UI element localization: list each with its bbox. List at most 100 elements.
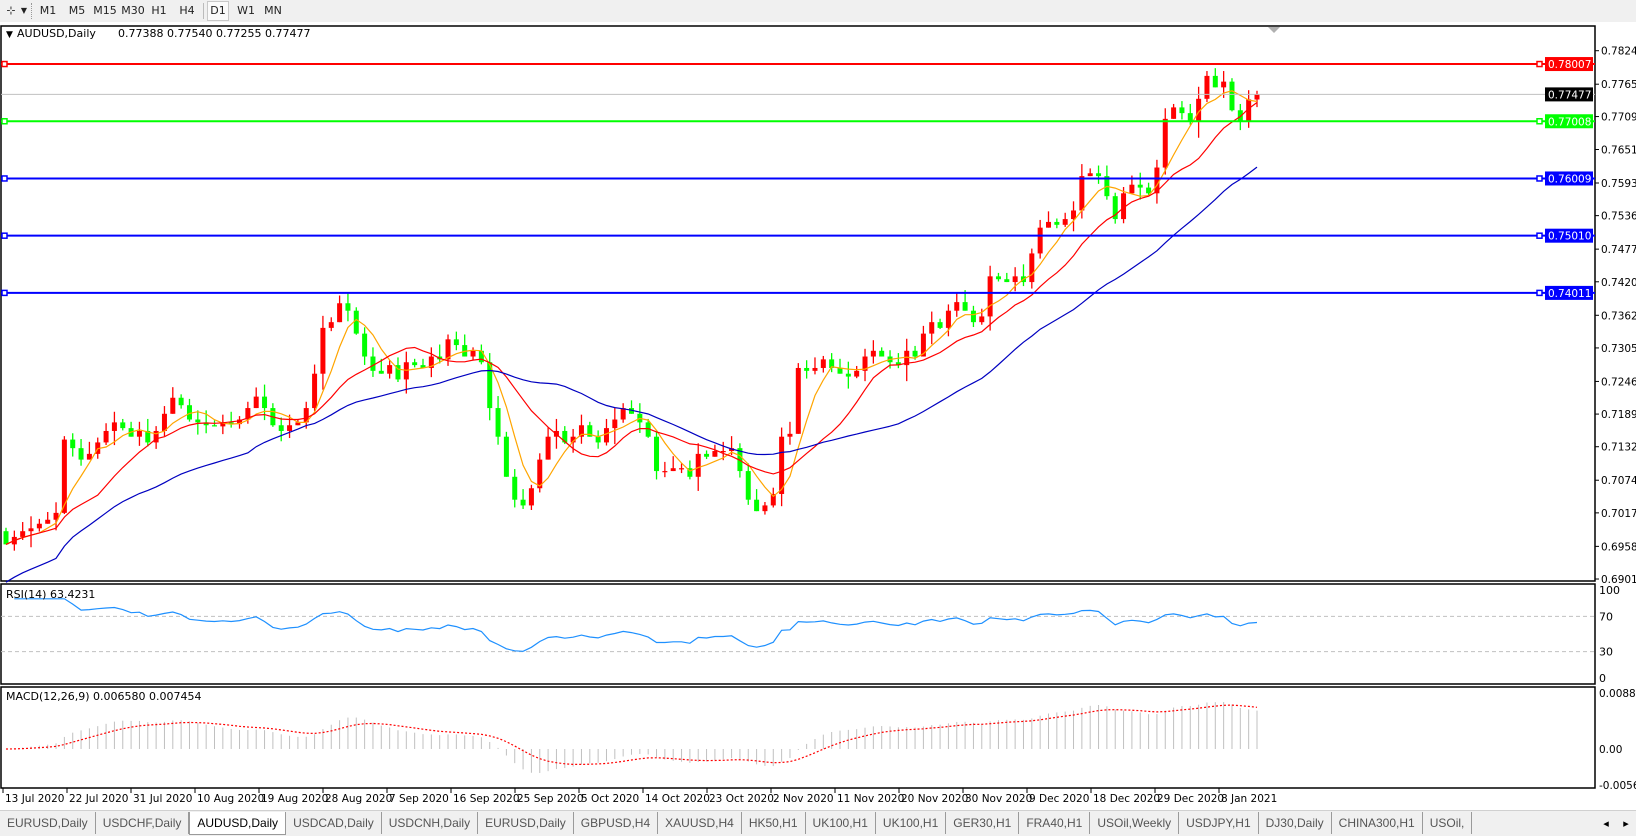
candle [1079,176,1085,211]
scroll-right-icon[interactable]: ▸ [1623,817,1629,830]
chart-tab[interactable]: XAUUSD,H4 [658,812,742,834]
candle [1037,227,1043,254]
chart-tab[interactable]: AUDUSD,Daily [189,811,287,835]
line-handle-right[interactable] [1536,175,1543,182]
rsi-panel [0,583,1596,685]
date-label: 11 Nov 2020 [837,793,904,805]
chart-tab[interactable]: CHINA300,H1 [1332,812,1423,834]
chart-tab[interactable]: EURUSD,Daily [0,812,96,834]
candle [178,397,184,406]
candle [770,493,776,506]
candle [120,422,126,429]
candle [595,436,601,443]
candle [962,302,968,311]
candle [1137,184,1143,188]
candle [1162,118,1168,168]
candle [704,453,710,457]
candle [895,362,901,366]
chart-tab[interactable]: USDCNH,Daily [382,812,479,834]
timeframe-mn[interactable]: MN [264,4,282,17]
chart-tab[interactable]: DJ30,Daily [1259,812,1332,834]
candle [620,408,626,420]
candle [945,310,951,328]
chart-tab[interactable]: HK50,H1 [742,812,806,834]
timeframe-m1[interactable]: M1 [39,4,57,17]
candle [262,396,268,409]
candle [512,476,518,500]
timeframe-w1[interactable]: W1 [237,4,255,17]
crosshair-cursor-icon[interactable]: ⊹ [6,4,16,17]
candle [495,408,501,437]
candle [345,303,351,311]
collapse-arrow-icon[interactable]: ▼ [6,30,13,40]
line-handle-left[interactable] [1,60,8,68]
timeframe-m5[interactable]: M5 [68,4,86,17]
candle [1229,81,1235,111]
candle [603,428,609,443]
date-label: 14 Oct 2020 [645,793,710,805]
candle [1012,276,1018,283]
scroll-left-icon[interactable]: ◂ [1603,817,1609,830]
rsi-tick-label: 100 [1599,584,1620,597]
chart-tab[interactable]: USOil, [1423,812,1473,834]
macd-signal-line [5,704,1258,766]
candle [312,373,318,409]
chart-tab[interactable]: UK100,H1 [806,812,876,834]
date-label: 10 Aug 2020 [197,793,264,805]
candle [1187,113,1193,122]
chart-tab[interactable]: UK100,H1 [876,812,947,834]
candle [487,362,493,409]
timeframe-d1[interactable]: D1 [207,1,229,21]
chart-tab[interactable]: USDCAD,Daily [286,812,382,834]
chevron-down-icon[interactable]: ▼ [20,6,28,15]
candle [854,370,860,377]
timeframe-m15[interactable]: M15 [93,4,117,17]
line-handle-left[interactable] [1,289,8,297]
chart-tab[interactable]: FRA40,H1 [1019,812,1091,834]
candle [195,419,201,423]
timeframe-h1[interactable]: H1 [151,4,167,17]
chart-tab[interactable]: GER30,H1 [946,812,1020,834]
price-level-label: 0.78007 [1548,59,1591,71]
candle [395,365,401,380]
rsi-line [14,598,1258,652]
candle [3,531,9,545]
candle [587,425,593,437]
line-handle-right[interactable] [1536,232,1543,239]
chart-tab[interactable]: USDCHF,Daily [96,812,190,834]
line-handle-right[interactable] [1536,60,1543,68]
timeframe-m30[interactable]: M30 [121,4,145,17]
price-level-tag [1545,114,1593,129]
candle [1071,210,1077,220]
chart-tab[interactable]: USDJPY,H1 [1179,812,1259,834]
candle [862,356,868,371]
macd-tick-label: -0.00565 [1599,780,1636,792]
date-label: 31 Jul 2020 [133,793,192,805]
candle [253,396,259,409]
toolbar-grip[interactable] [31,3,34,19]
timeframe-h4[interactable]: H4 [179,4,195,17]
chart-tab[interactable]: USOil,Weekly [1090,812,1180,834]
line-handle-left[interactable] [1,175,8,182]
candle [1004,279,1010,283]
chart-tab[interactable]: GBPUSD,H4 [574,812,659,834]
candle [1171,107,1177,119]
candle [1179,107,1185,114]
chart-shift-marker-icon[interactable] [1268,27,1280,33]
candle [879,350,885,357]
chart-tab[interactable]: EURUSD,Daily [478,812,574,834]
candle [470,350,476,357]
price-level-label: 0.75010 [1548,231,1591,243]
candle [645,422,651,437]
line-handle-right[interactable] [1536,118,1543,125]
line-handle-left[interactable] [1,232,8,239]
candle [278,425,284,431]
candle [478,350,484,363]
candle [295,422,301,426]
line-handle-left[interactable] [1,118,8,125]
line-handle-right[interactable] [1536,289,1543,297]
candle [245,408,251,420]
